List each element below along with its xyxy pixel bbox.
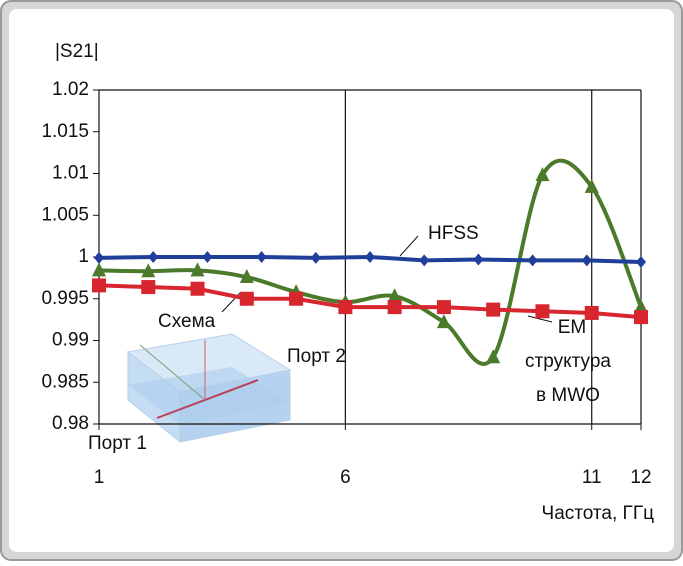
marker bbox=[239, 269, 254, 284]
marker bbox=[634, 310, 648, 325]
marker bbox=[338, 300, 353, 315]
marker bbox=[94, 251, 104, 264]
y-axis-title: |S21| bbox=[55, 41, 99, 62]
marker bbox=[527, 254, 538, 267]
marker bbox=[239, 291, 254, 306]
inset-3d-model bbox=[126, 333, 292, 444]
marker bbox=[535, 167, 550, 182]
x-tick-label: 12 bbox=[630, 467, 651, 488]
marker bbox=[584, 178, 599, 193]
x-axis-title: Частота, ГГц bbox=[542, 503, 655, 524]
marker bbox=[141, 280, 156, 295]
leader-line bbox=[399, 235, 419, 257]
marker bbox=[92, 262, 106, 277]
y-tick-label: 1.01 bbox=[52, 163, 89, 184]
marker bbox=[581, 254, 592, 267]
marker bbox=[190, 281, 205, 296]
marker bbox=[141, 263, 156, 278]
marker bbox=[387, 288, 402, 303]
marker bbox=[535, 304, 550, 319]
y-tick-label: 1 bbox=[78, 246, 89, 267]
y-tick-label: 0.99 bbox=[52, 330, 89, 351]
marker bbox=[256, 251, 267, 263]
y-tick-label: 1.005 bbox=[41, 204, 89, 225]
annotation: структура bbox=[525, 351, 611, 372]
x-tick-label: 6 bbox=[340, 467, 351, 488]
marker bbox=[473, 253, 484, 266]
marker bbox=[365, 251, 375, 263]
marker bbox=[486, 349, 501, 364]
y-tick-label: 0.98 bbox=[52, 413, 89, 434]
marker bbox=[148, 251, 159, 263]
marker bbox=[636, 256, 646, 269]
marker bbox=[419, 254, 430, 267]
marker bbox=[202, 251, 213, 263]
marker bbox=[92, 278, 106, 293]
annotation: Порт 2 bbox=[287, 346, 346, 367]
marker bbox=[436, 314, 451, 329]
marker bbox=[486, 302, 501, 317]
x-tick-label: 11 bbox=[582, 467, 602, 488]
annotation: HFSS bbox=[428, 223, 479, 244]
y-tick-label: 0.995 bbox=[41, 288, 89, 309]
x-tick-label: 1 bbox=[94, 467, 105, 488]
leader-line bbox=[527, 315, 553, 323]
annotation: в MWO bbox=[536, 385, 600, 406]
marker bbox=[190, 262, 205, 277]
marker bbox=[387, 300, 402, 315]
annotation: Схема bbox=[158, 311, 216, 332]
series-line bbox=[98, 283, 642, 320]
annotation: EM bbox=[558, 317, 587, 338]
y-tick-label: 1.015 bbox=[41, 121, 89, 142]
marker bbox=[436, 300, 451, 315]
y-tick-label: 0.985 bbox=[41, 371, 89, 392]
y-tick-label: 1.02 bbox=[52, 79, 89, 100]
marker bbox=[584, 305, 599, 320]
annotation: Порт 1 bbox=[88, 433, 147, 454]
marker bbox=[634, 299, 648, 314]
marker bbox=[310, 251, 321, 264]
marker bbox=[289, 291, 304, 306]
